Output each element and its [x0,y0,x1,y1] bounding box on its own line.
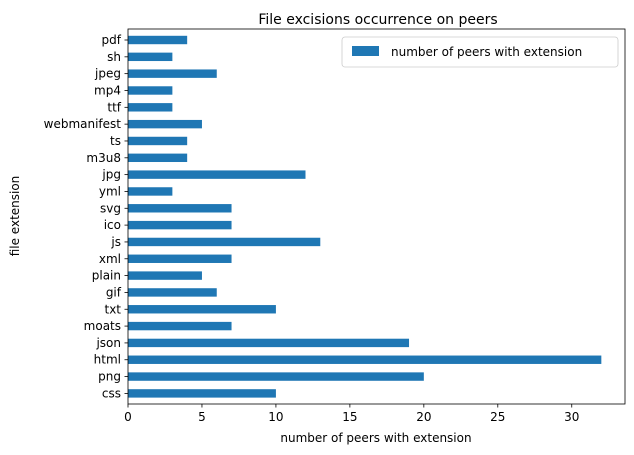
x-tick-label: 25 [490,410,505,424]
y-tick-label: jpeg [94,67,121,81]
x-tick-label: 0 [124,410,132,424]
bar-js [128,237,321,247]
bar-html [128,355,602,364]
y-tick-label: txt [104,302,121,316]
y-tick-label: html [94,353,121,367]
y-tick-label: jpg [101,168,121,182]
legend: number of peers with extension [341,36,619,68]
y-tick-label: yml [99,184,121,198]
x-tick-label: 20 [416,410,431,424]
y-tick-label: xml [99,252,121,266]
y-tick-label: png [98,370,121,384]
y-tick-label: moats [84,319,121,333]
bar-yml [128,187,173,196]
legend-swatch [352,46,379,56]
y-tick-label: ts [110,134,121,148]
y-tick-label: sh [107,50,121,64]
y-tick-label: m3u8 [86,151,121,165]
bar-css [128,389,276,398]
bar-png [128,372,424,381]
y-tick-label: webmanifest [44,117,122,131]
y-tick-label: plain [92,269,121,283]
bar-ttf [128,103,173,112]
x-tick-label: 30 [564,410,579,424]
x-tick-label: 5 [198,410,206,424]
bar-json [128,338,410,348]
bar-xml [128,254,232,263]
y-tick-label: json [95,336,121,350]
bars-group [128,35,602,398]
bar-jpg [128,170,306,179]
bar-svg [128,204,232,213]
bar-pdf [128,35,188,45]
legend-label: number of peers with extension [391,45,582,59]
bar-sh [128,52,173,62]
bar-gif [128,288,217,297]
y-axis-ticks: css png html json moats txt gif plain xml js ico sv… [44,33,128,400]
x-tick-label: 10 [268,410,283,424]
bar-txt [128,305,276,314]
bar-m3u8 [128,153,188,163]
bar-moats [128,321,232,331]
x-axis-ticks: 0 5 10 15 20 25 30 [124,404,579,424]
bar-webmanifest [128,119,202,129]
x-tick-label: 15 [342,410,357,424]
legend-box [341,36,619,68]
y-tick-label: js [110,235,121,249]
y-axis-title: file extension [8,176,22,257]
bar-ts [128,136,188,146]
bar-ico [128,220,232,230]
bar-jpeg [128,69,217,78]
y-tick-label: css [102,386,121,400]
y-tick-label: svg [100,201,121,215]
y-tick-label: ico [104,218,121,232]
y-tick-label: mp4 [94,83,121,97]
y-tick-label: gif [106,285,122,299]
y-tick-label: ttf [107,100,121,114]
plot-frame [127,28,626,405]
y-tick-label: pdf [102,33,122,47]
bar-mp4 [128,86,173,95]
chart-title: File excisions occurrence on peers [258,12,497,28]
x-axis-title: number of peers with extension [280,431,471,445]
bar-plain [128,271,202,280]
